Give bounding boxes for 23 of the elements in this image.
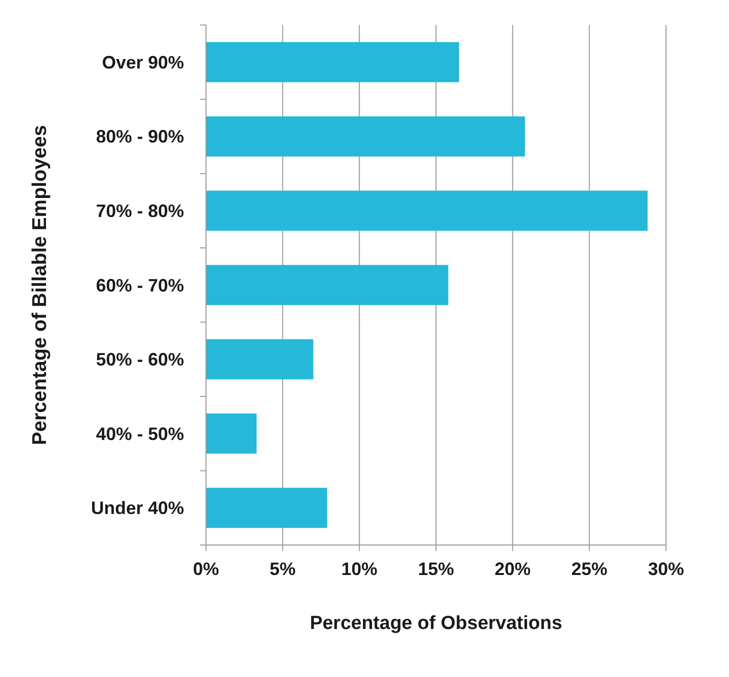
x-tick-label: 30%: [648, 559, 684, 579]
y-tick-label: 60% - 70%: [96, 275, 184, 296]
x-tick-label: 20%: [494, 559, 531, 579]
x-tick-label: 5%: [270, 559, 296, 579]
x-tick-label: 10%: [341, 559, 378, 579]
y-tick-label: 40% - 50%: [96, 424, 184, 444]
y-tick-label: 50% - 60%: [96, 350, 184, 370]
bar: [206, 414, 257, 454]
bar: [206, 116, 525, 156]
x-tick-label: 15%: [418, 559, 454, 579]
bar: [206, 339, 314, 380]
x-axis-title: Percentage of Observations: [310, 613, 562, 634]
y-tick-label: Over 90%: [102, 52, 184, 72]
x-tick-label: 25%: [571, 559, 608, 579]
x-tick-label: 0%: [192, 559, 220, 579]
y-tick-label: 80% - 90%: [96, 126, 184, 147]
bar: [206, 190, 648, 231]
bar: [206, 488, 328, 528]
bar: [206, 264, 448, 306]
y-axis-title: Percentage of Billable Employees: [29, 124, 51, 446]
y-tick-label: 70% - 80%: [96, 201, 184, 222]
y-tick-label: Under 40%: [90, 498, 184, 518]
bar: [206, 42, 459, 82]
